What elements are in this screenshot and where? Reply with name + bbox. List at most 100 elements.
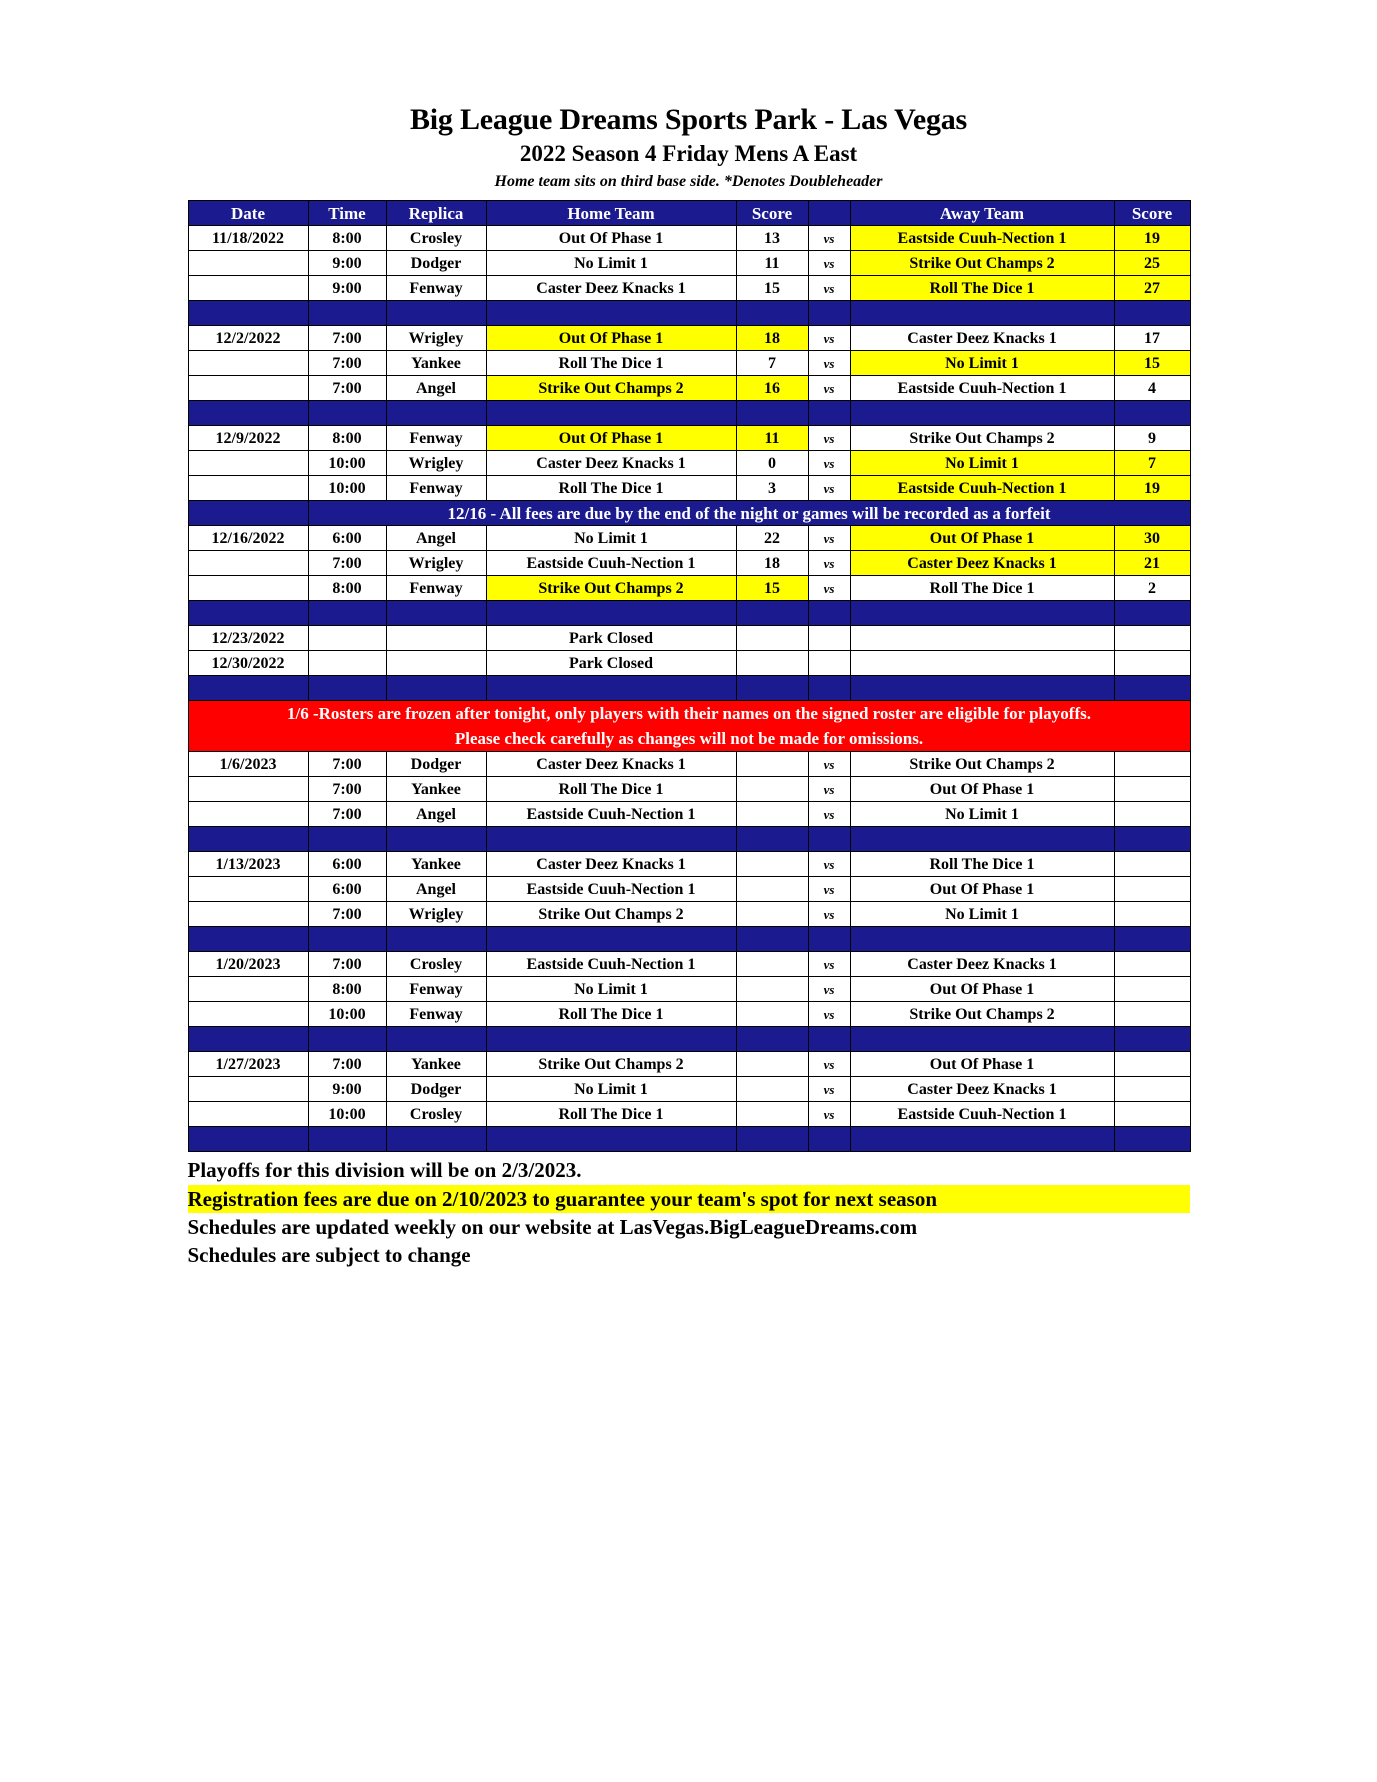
separator-cell [807, 675, 851, 702]
cell-home-team: Park Closed [485, 625, 737, 652]
cell-time: 8:00 [307, 976, 387, 1003]
cell-time: 8:00 [307, 225, 387, 252]
separator-cell [1113, 826, 1191, 853]
cell-date [187, 776, 309, 803]
cell-away-score: 25 [1113, 250, 1191, 277]
cell-time: 9:00 [307, 1076, 387, 1103]
cell-date [187, 350, 309, 377]
separator-cell [807, 300, 851, 327]
cell-home-team: Caster Deez Knacks 1 [485, 275, 737, 302]
cell-time: 6:00 [307, 876, 387, 903]
cell-away-team: Caster Deez Knacks 1 [849, 951, 1115, 978]
cell-away-team: No Limit 1 [849, 450, 1115, 477]
notice-text-red: 1/6 -Rosters are frozen after tonight, o… [187, 700, 1191, 753]
cell-replica: Dodger [385, 1076, 487, 1103]
cell-away-team: Out Of Phase 1 [849, 976, 1115, 1003]
col-header-home-score: Score [735, 200, 809, 227]
separator-cell [385, 600, 487, 627]
separator-cell [849, 675, 1115, 702]
table-row: 11/18/2022 8:00 Crosley Out Of Phase 1 13 vs E… [187, 225, 1191, 252]
cell-away-score: 2 [1113, 575, 1191, 602]
cell-time: 10:00 [307, 1101, 387, 1128]
separator-cell [485, 926, 737, 953]
separator-row [187, 675, 1191, 702]
cell-replica: Yankee [385, 776, 487, 803]
cell-home-team: No Limit 1 [485, 525, 737, 552]
cell-home-score: 0 [735, 450, 809, 477]
cell-replica: Angel [385, 876, 487, 903]
col-header-vs [807, 200, 851, 227]
cell-vs: vs [807, 325, 851, 352]
cell-away-team: Roll The Dice 1 [849, 275, 1115, 302]
cell-vs: vs [807, 225, 851, 252]
separator-cell [187, 926, 309, 953]
cell-date: 1/13/2023 [187, 851, 309, 878]
table-row: 7:00 Angel Strike Out Champs 2 16 vs Eastside… [187, 375, 1191, 402]
cell-away-score: 30 [1113, 525, 1191, 552]
cell-home-team: Out Of Phase 1 [485, 225, 737, 252]
separator-row [187, 1126, 1191, 1153]
cell-replica: Wrigley [385, 550, 487, 577]
cell-replica: Fenway [385, 475, 487, 502]
cell-replica: Wrigley [385, 325, 487, 352]
cell-date [187, 1076, 309, 1103]
separator-cell [1113, 675, 1191, 702]
table-row: 7:00 Yankee Roll The Dice 1 7 vs No Limit 1 15 [187, 350, 1191, 377]
cell-vs: vs [807, 1001, 851, 1028]
cell-replica: Crosley [385, 1101, 487, 1128]
cell-replica: Fenway [385, 425, 487, 452]
cell-away-score [1113, 801, 1191, 828]
cell-replica: Wrigley [385, 901, 487, 928]
separator-cell [735, 600, 809, 627]
cell-date [187, 475, 309, 502]
cell-home-team: Out Of Phase 1 [485, 325, 737, 352]
cell-away-score [1113, 1051, 1191, 1078]
cell-replica [385, 625, 487, 652]
cell-away-team: Strike Out Champs 2 [849, 425, 1115, 452]
cell-vs: vs [807, 851, 851, 878]
separator-cell [485, 400, 737, 427]
cell-home-team: Eastside Cuuh-Nection 1 [485, 550, 737, 577]
schedule-table: Date Time Replica Home Team Score Away T… [187, 200, 1191, 1153]
cell-away-score [1113, 876, 1191, 903]
cell-date [187, 976, 309, 1003]
cell-time: 7:00 [307, 801, 387, 828]
cell-vs: vs [807, 550, 851, 577]
cell-time: 7:00 [307, 550, 387, 577]
cell-vs: vs [807, 275, 851, 302]
table-row: 8:00 Fenway Strike Out Champs 2 15 vs Roll Th… [187, 575, 1191, 602]
separator-cell [187, 1126, 309, 1153]
separator-cell [1113, 400, 1191, 427]
cell-home-team: Strike Out Champs 2 [485, 1051, 737, 1078]
cell-vs: vs [807, 951, 851, 978]
park-closed-row: 12/23/2022 Park Closed [187, 625, 1191, 652]
separator-row [187, 1026, 1191, 1053]
cell-home-score: 7 [735, 350, 809, 377]
col-header-home-team: Home Team [485, 200, 737, 227]
cell-away-team: Eastside Cuuh-Nection 1 [849, 225, 1115, 252]
cell-time: 10:00 [307, 450, 387, 477]
cell-away-score [1113, 1101, 1191, 1128]
page-note: Home team sits on third base side. *Deno… [494, 172, 883, 190]
col-header-away-score: Score [1113, 200, 1191, 227]
separator-cell [1113, 600, 1191, 627]
cell-away-score: 4 [1113, 375, 1191, 402]
cell-time: 9:00 [307, 275, 387, 302]
cell-vs: vs [807, 901, 851, 928]
cell-home-score: 18 [735, 325, 809, 352]
separator-cell [187, 400, 309, 427]
table-row: 1/20/2023 7:00 Crosley Eastside Cuuh-Nectio… [187, 951, 1191, 978]
separator-cell [187, 1026, 309, 1053]
cell-vs: vs [807, 575, 851, 602]
cell-away-score [1113, 776, 1191, 803]
separator-cell [807, 400, 851, 427]
separator-cell [735, 826, 809, 853]
cell-replica: Wrigley [385, 450, 487, 477]
footer-notes: Playoffs for this division will be on 2/… [187, 1156, 1190, 1269]
cell-away-score: 19 [1113, 475, 1191, 502]
cell-home-score: 3 [735, 475, 809, 502]
table-header: Date Time Replica Home Team Score Away T… [187, 200, 1191, 227]
cell-away-team: No Limit 1 [849, 801, 1115, 828]
cell-date: 12/2/2022 [187, 325, 309, 352]
